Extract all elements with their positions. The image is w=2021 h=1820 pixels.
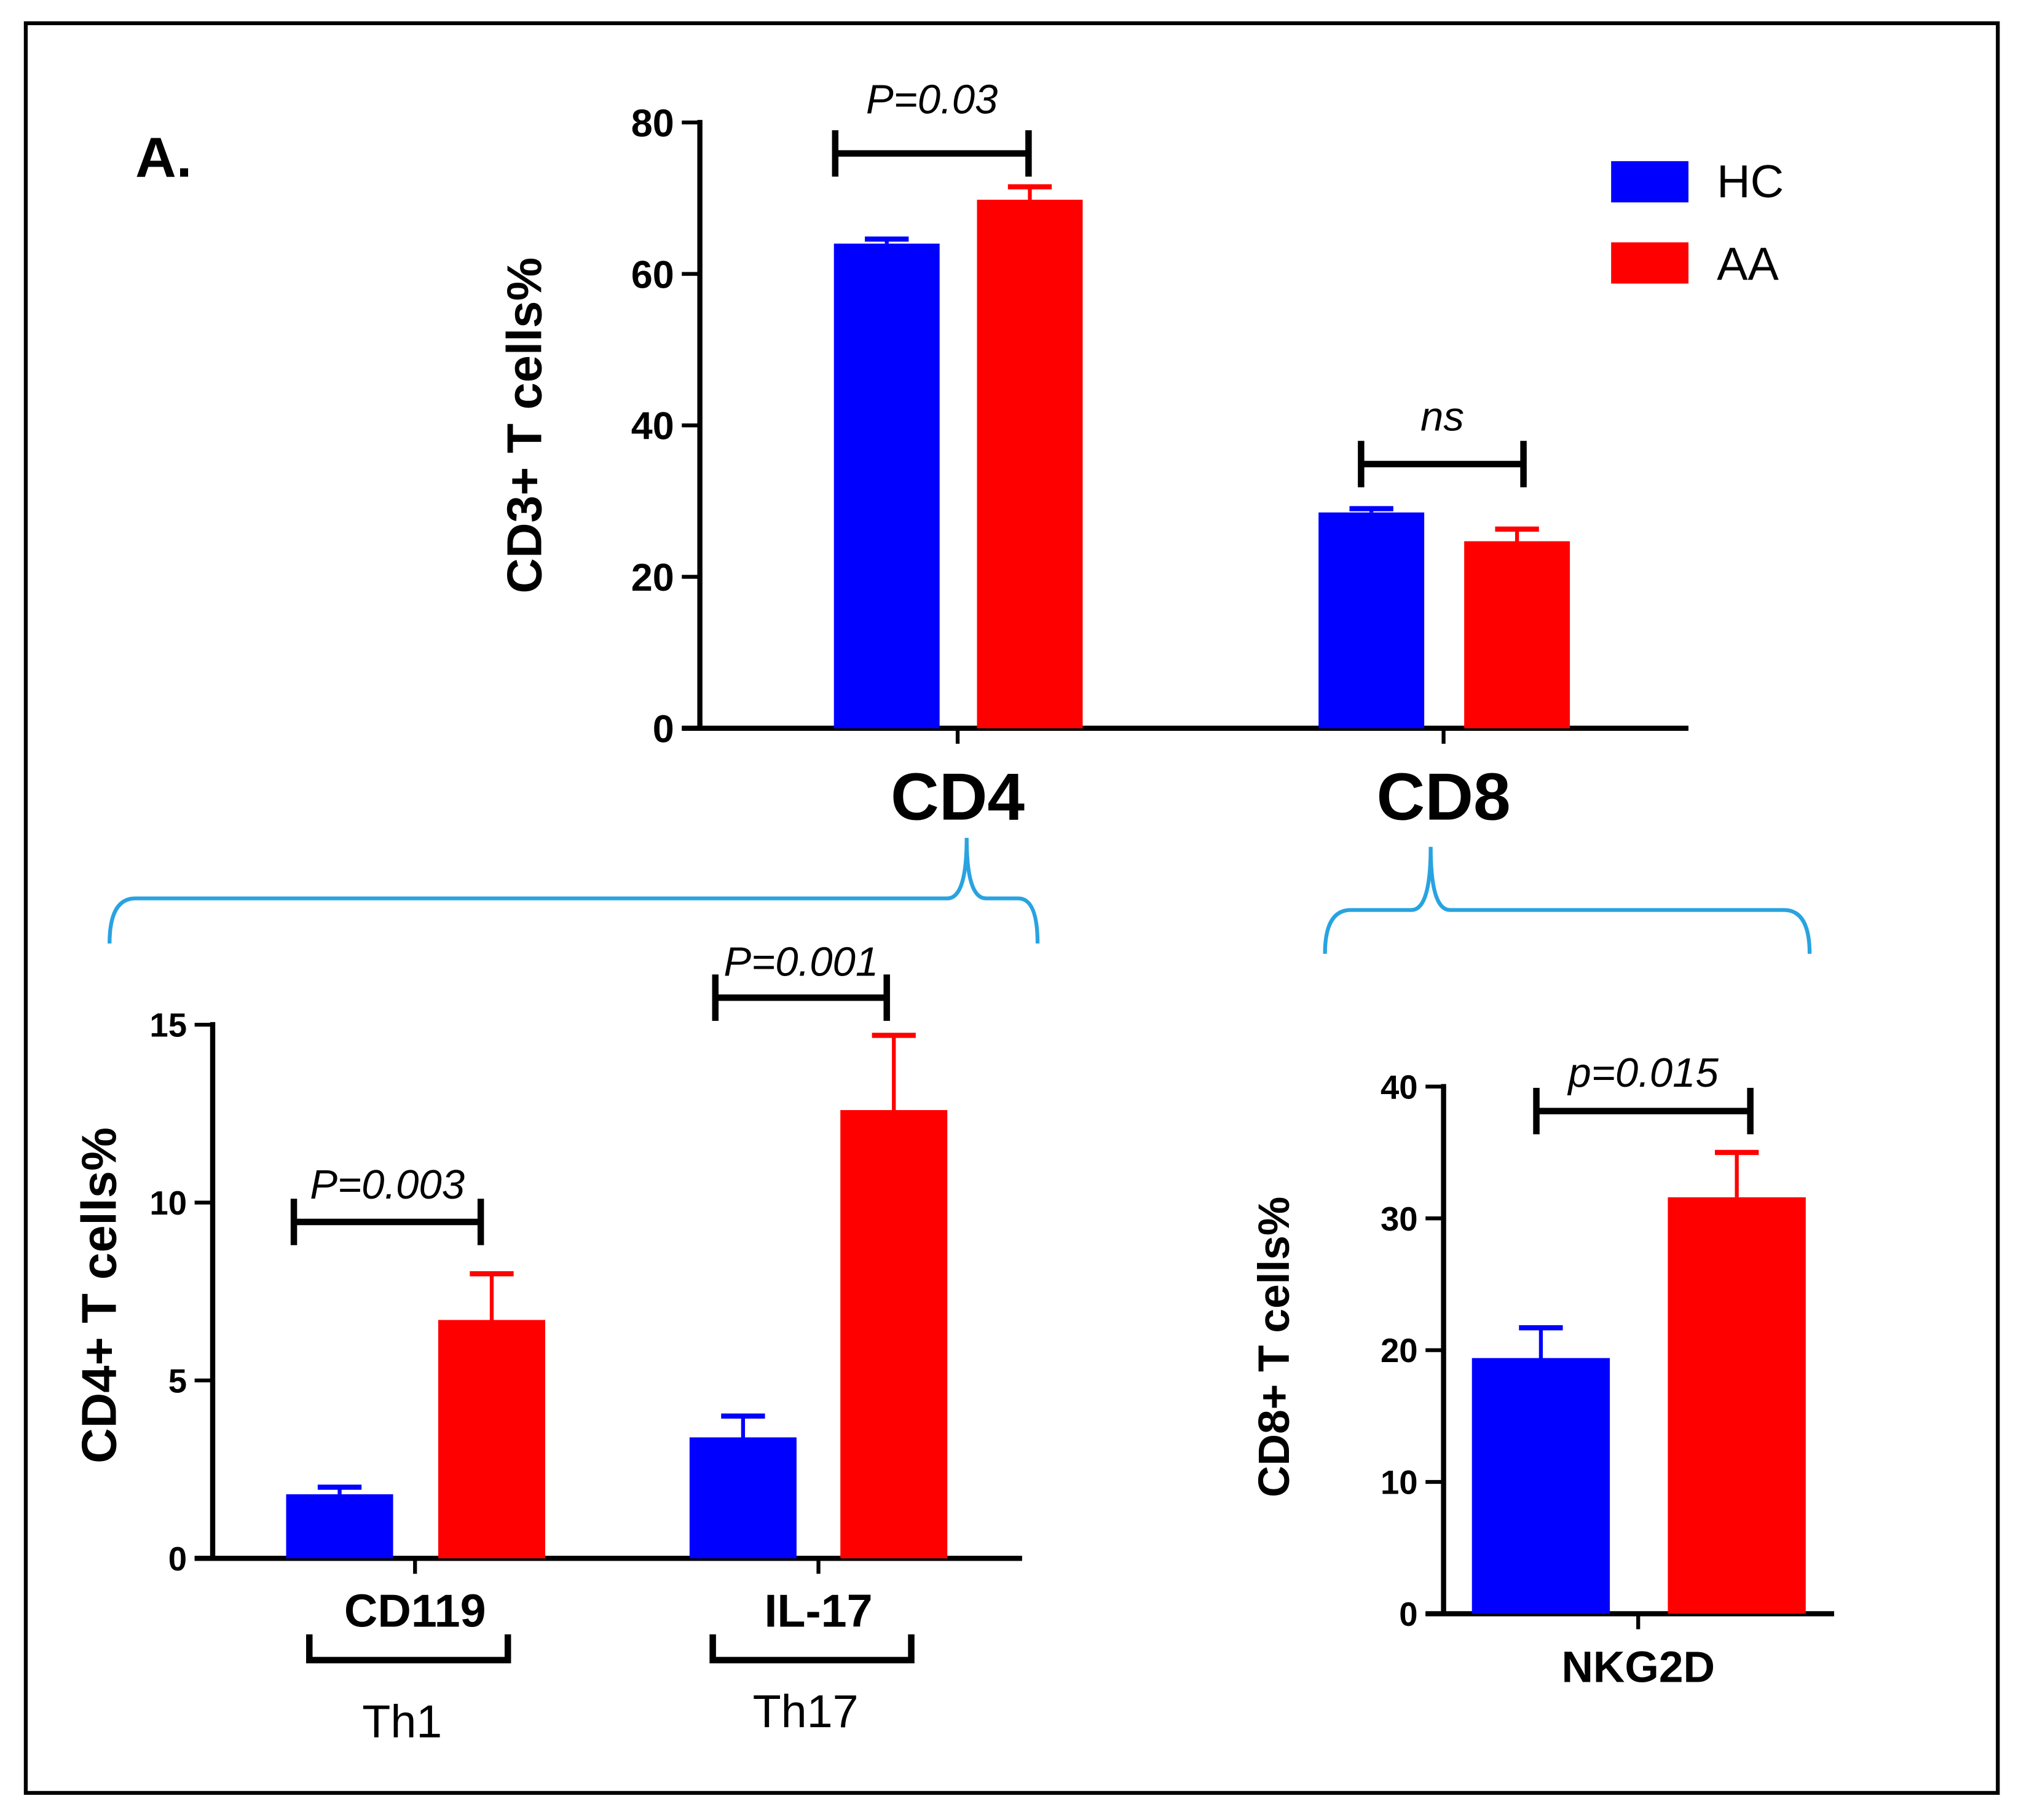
y-tick-label: 5 [168, 1363, 187, 1400]
significance-bracket [1533, 1087, 1754, 1135]
y-tick-label: 0 [168, 1540, 187, 1578]
y-tick-label: 20 [1381, 1332, 1418, 1369]
y-tick-label: 60 [631, 253, 674, 296]
legend-label-hc: HC [1717, 156, 1784, 207]
bar-aa-cd4 [977, 199, 1083, 728]
p-value-label: ns [1420, 393, 1464, 439]
p-value-label: P=0.003 [310, 1162, 465, 1208]
bar-hc-cd4 [833, 243, 940, 728]
bar-hc-nkg2d [1471, 1358, 1610, 1614]
y-tick-label: 10 [1381, 1464, 1418, 1502]
cd8-brace [1323, 846, 1812, 954]
p-value-label: P=0.03 [866, 77, 998, 123]
legend-label-aa: AA [1717, 238, 1779, 290]
bar-hc-il-17 [689, 1437, 797, 1559]
y-tick-label: 15 [149, 1007, 187, 1044]
significance-bracket [1358, 441, 1527, 487]
bar-hc-cd8 [1318, 512, 1425, 728]
legend: HC AA [1611, 156, 1784, 290]
legend-swatch-aa [1611, 242, 1688, 284]
category-label: CD4 [891, 760, 1025, 835]
group-label: Th1 [362, 1696, 442, 1747]
y-axis-title: CD8+ T cells% [1250, 1197, 1299, 1497]
y-tick-label: 30 [1381, 1200, 1418, 1238]
y-tick-label: 40 [631, 405, 674, 448]
cd4-brace [108, 838, 1040, 944]
p-value-label: p=0.015 [1567, 1050, 1719, 1096]
category-label: IL-17 [764, 1585, 872, 1636]
category-label: CD119 [344, 1585, 486, 1636]
category-label: CD8 [1377, 760, 1511, 835]
y-tick-label: 20 [631, 556, 674, 599]
bar-aa-cd119 [438, 1320, 546, 1559]
category-label: NKG2D [1561, 1643, 1715, 1692]
bar-aa-nkg2d [1668, 1197, 1806, 1614]
y-tick-label: 10 [149, 1184, 187, 1222]
y-tick-label: 0 [1399, 1596, 1417, 1633]
panel-label: A. [135, 125, 192, 189]
p-value-label: P=0.001 [723, 939, 878, 985]
bar-aa-cd8 [1464, 541, 1570, 728]
y-tick-label: 0 [653, 707, 674, 750]
group-label: Th17 [753, 1685, 859, 1737]
significance-bracket [712, 974, 890, 1021]
y-axis-title: CD3+ T cells% [497, 258, 552, 594]
bar-hc-cd119 [286, 1494, 393, 1559]
figure-border [23, 21, 2000, 1795]
legend-swatch-hc [1611, 161, 1688, 203]
significance-bracket [290, 1199, 484, 1245]
bar-aa-il-17 [840, 1110, 948, 1559]
significance-bracket [832, 130, 1032, 177]
y-axis-title: CD4+ T cells% [72, 1127, 127, 1463]
group-bracket [306, 1634, 511, 1664]
y-tick-label: 40 [1381, 1068, 1418, 1106]
y-tick-label: 80 [631, 102, 674, 145]
group-bracket [709, 1634, 915, 1664]
